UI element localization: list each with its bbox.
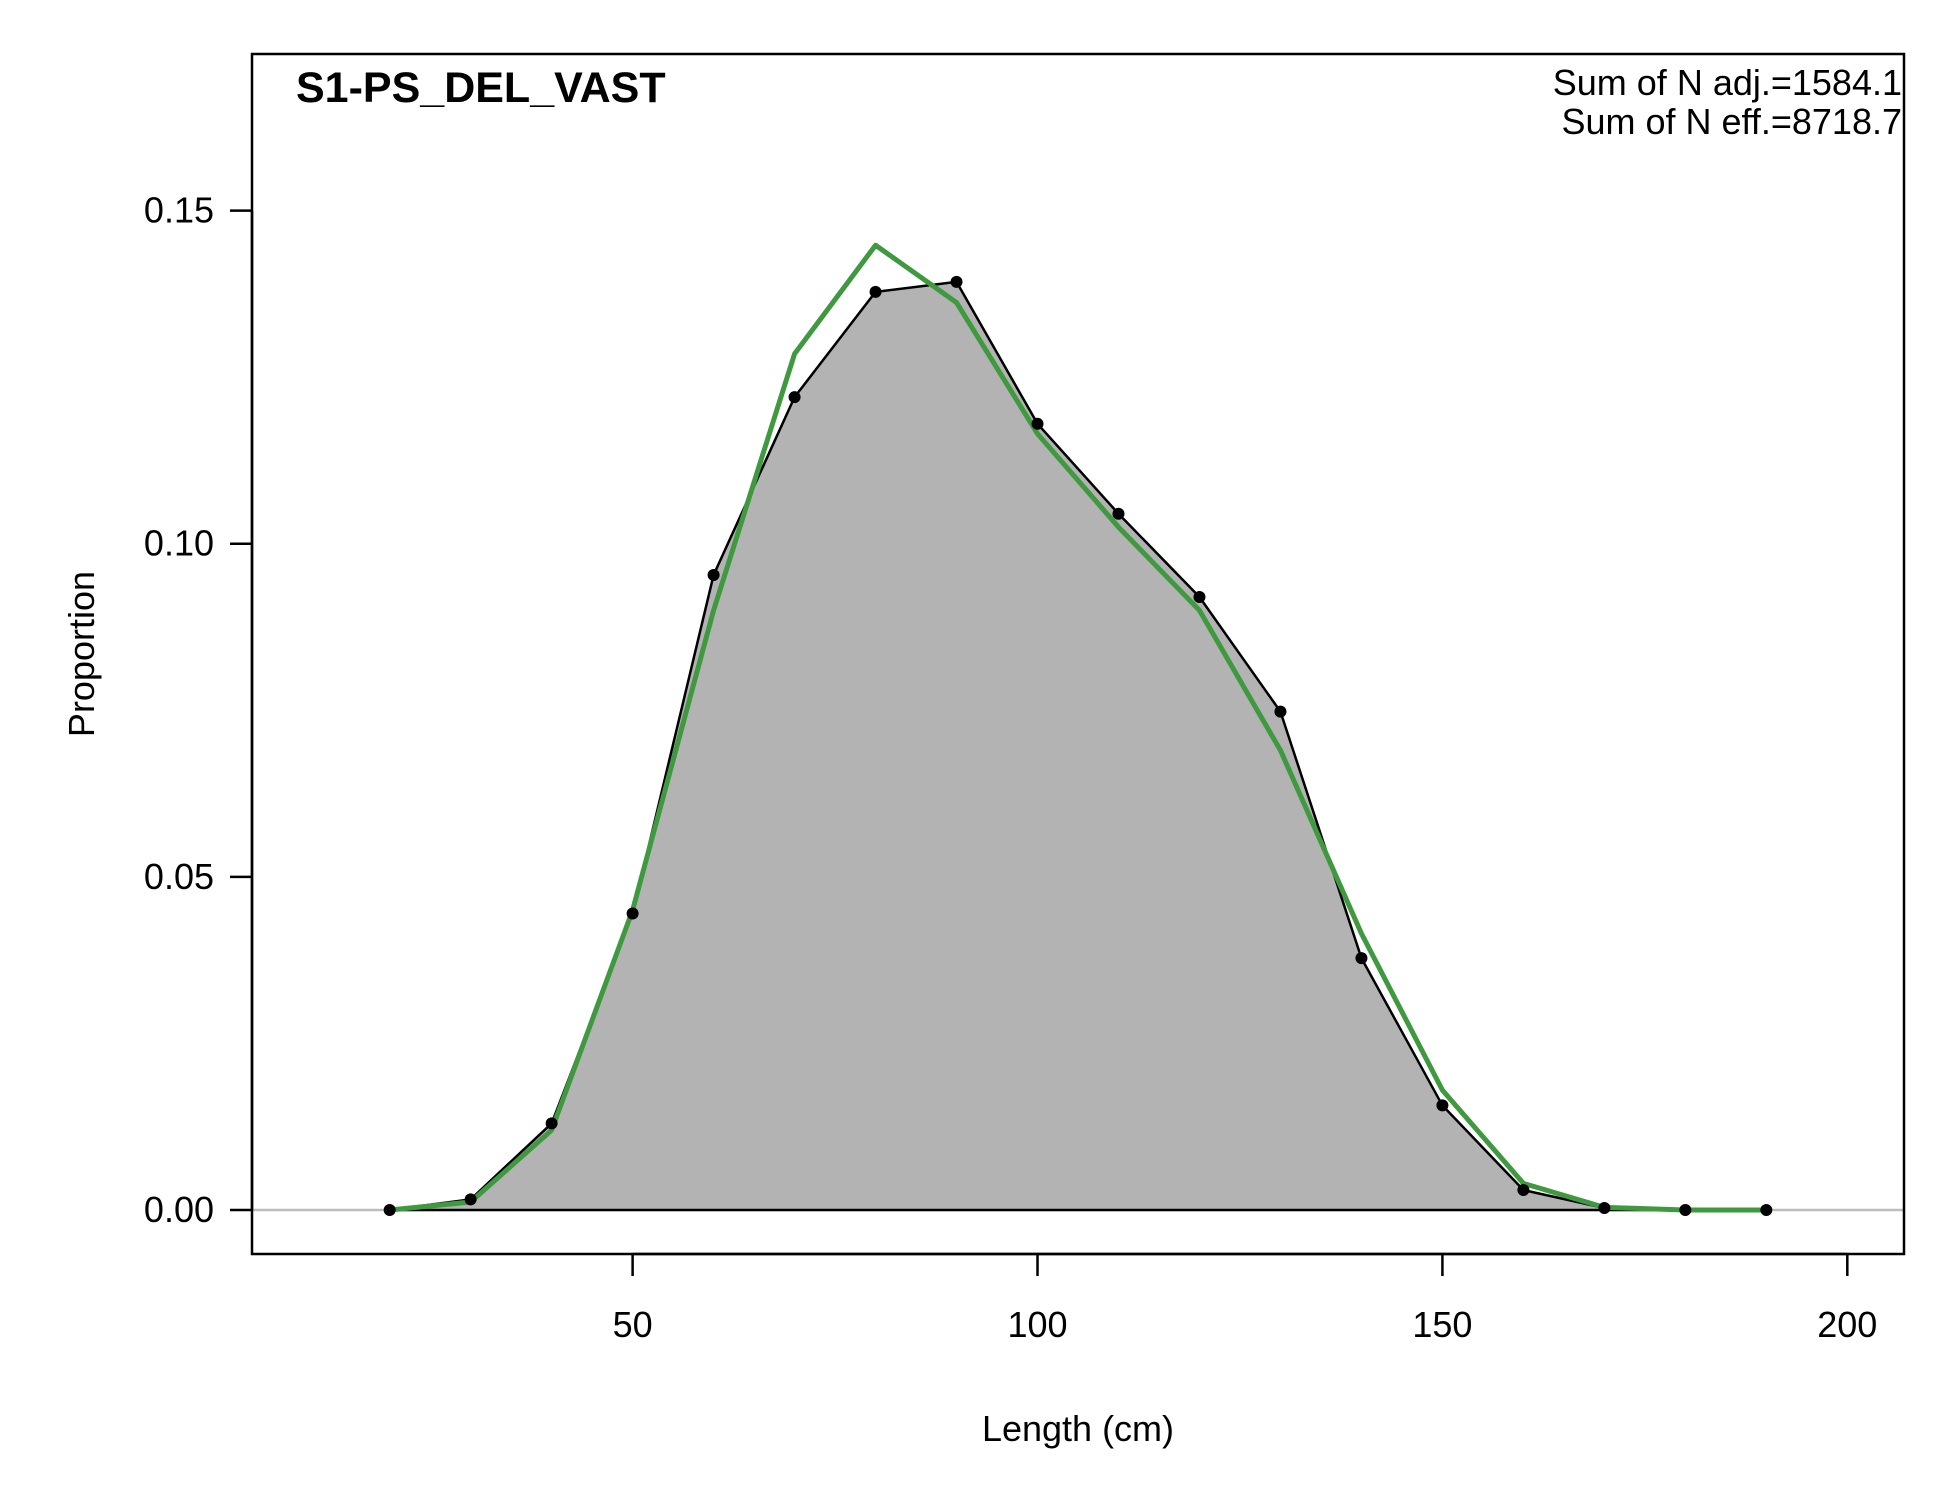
observed-area [389, 281, 1767, 1211]
panel-title: S1-PS_DEL_VAST [296, 64, 666, 112]
expected-line [389, 242, 1767, 1213]
observed-point [950, 275, 963, 288]
y-tick-label: 0.15 [144, 190, 214, 231]
plot-layer [252, 242, 1904, 1217]
observed-point [707, 569, 720, 582]
observed-point [1679, 1204, 1692, 1217]
observed-point [383, 1204, 396, 1217]
observed-point [1760, 1204, 1773, 1217]
observed-point [1274, 705, 1287, 718]
observed-point [1112, 507, 1125, 520]
observed-point [1031, 417, 1044, 430]
sum-n-eff-annotation: Sum of N eff.=8718.7 [1561, 101, 1902, 142]
y-tick-label: 0.05 [144, 856, 214, 897]
observed-point [464, 1193, 477, 1206]
y-axis-title: Proportion [61, 571, 102, 737]
sum-n-adj-annotation: Sum of N adj.=1584.1 [1553, 62, 1902, 103]
plot-frame [250, 52, 1906, 1256]
observed-point [1517, 1184, 1530, 1197]
y-tick-label: 0.00 [144, 1189, 214, 1230]
x-tick-label: 150 [1412, 1304, 1472, 1345]
observed-point [1598, 1202, 1611, 1215]
y-tick-label: 0.10 [144, 523, 214, 564]
observed-point [626, 907, 639, 920]
observed-point [1436, 1099, 1449, 1112]
x-tick-label: 100 [1007, 1304, 1067, 1345]
x-tick-label: 50 [613, 1304, 653, 1345]
observed-point [1355, 952, 1368, 965]
observed-point [788, 391, 801, 404]
x-tick-label: 200 [1817, 1304, 1877, 1345]
observed-point [869, 285, 882, 298]
x-axis-title: Length (cm) [982, 1408, 1174, 1449]
observed-point [1193, 591, 1206, 604]
observed-point [545, 1117, 558, 1130]
